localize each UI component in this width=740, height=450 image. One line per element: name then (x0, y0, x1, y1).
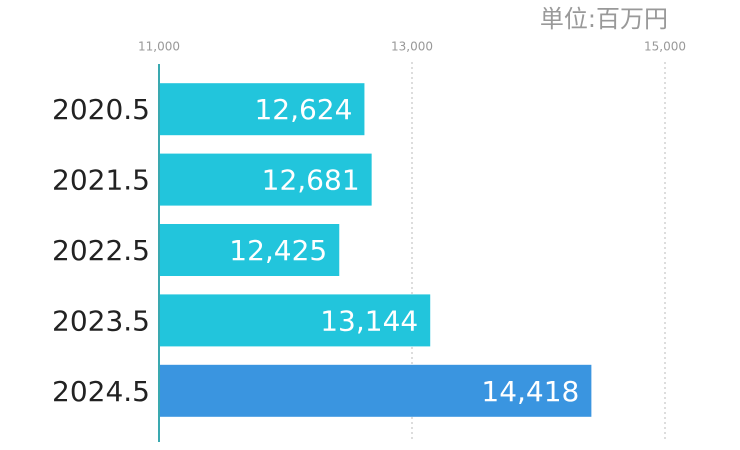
bar (159, 83, 365, 136)
value-label: 14,418 (481, 375, 579, 408)
bar (159, 364, 592, 417)
value-label: 12,624 (254, 93, 352, 126)
value-label: 12,425 (229, 234, 327, 267)
x-tick-label: 15,000 (644, 40, 686, 54)
bar (159, 224, 340, 276)
y-tick-label: 2022.5 (52, 234, 150, 267)
bar (159, 153, 372, 206)
y-tick-label: 2024.5 (52, 375, 150, 408)
bar (159, 294, 431, 347)
x-tick-label: 11,000 (138, 40, 180, 54)
x-tick-label: 13,000 (391, 40, 433, 54)
y-tick-label: 2023.5 (52, 304, 150, 337)
value-label: 13,144 (320, 304, 418, 337)
value-label: 12,681 (262, 164, 360, 197)
y-tick-label: 2020.5 (52, 93, 150, 126)
y-tick-label: 2021.5 (52, 164, 150, 197)
unit-label: 単位:百万円 (540, 5, 668, 33)
